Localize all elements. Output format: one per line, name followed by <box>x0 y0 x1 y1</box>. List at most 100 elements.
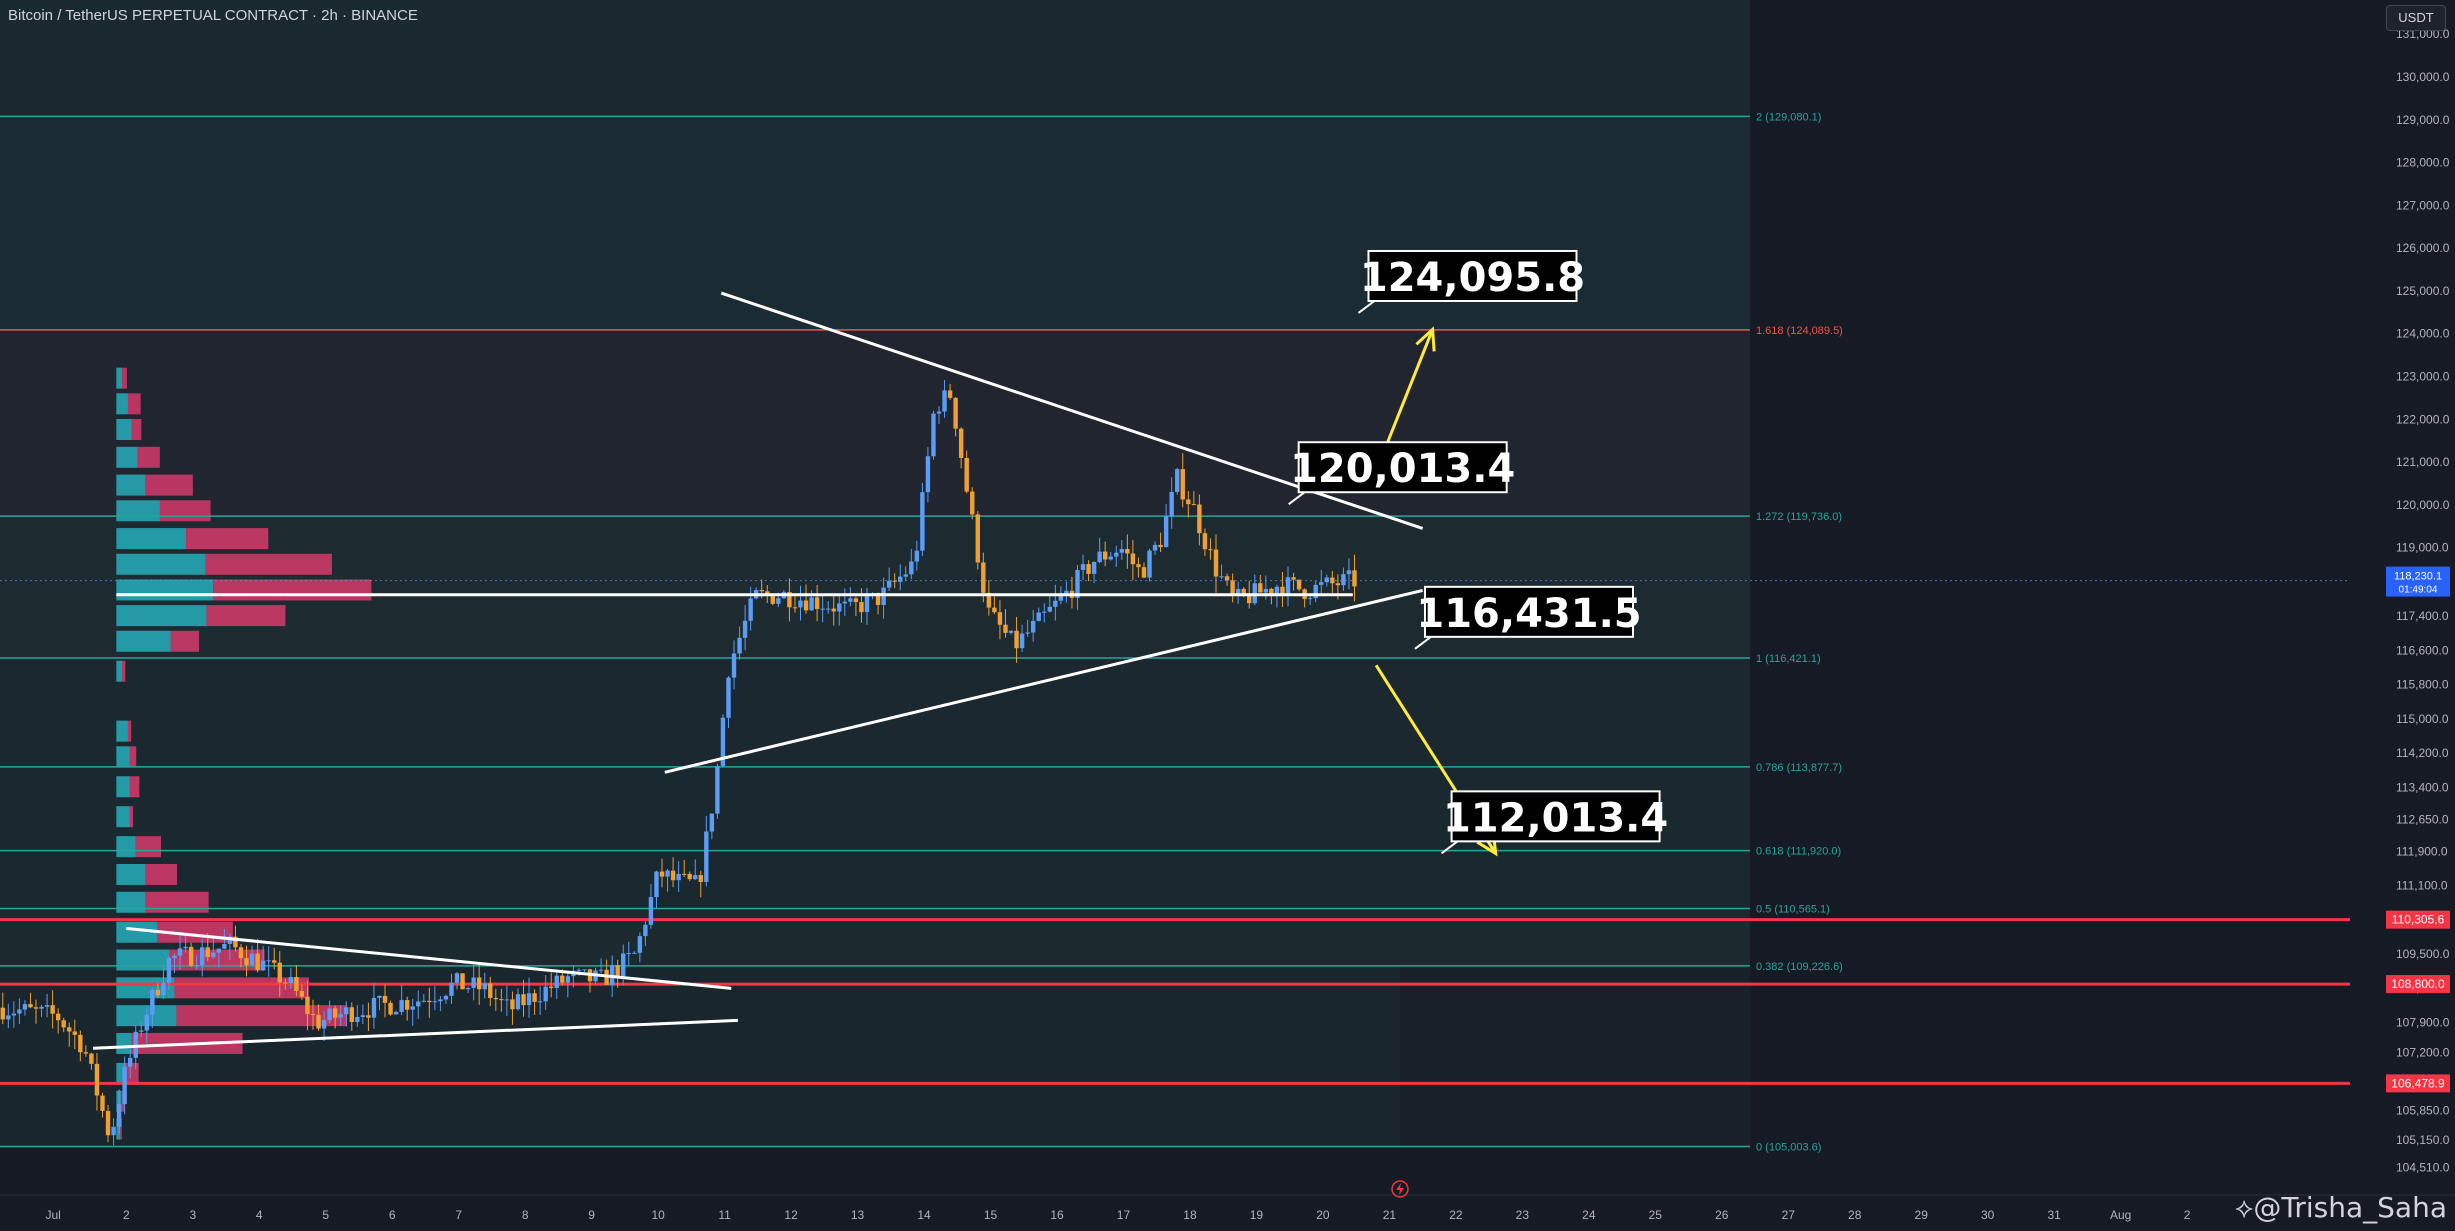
y-tick-label: 116,600.0 <box>2396 643 2449 657</box>
projection-arrows[interactable]: 124,095.8 120,013.4 116,431.5 112,013.4 <box>1288 249 1669 857</box>
trendlines[interactable] <box>93 291 1424 1050</box>
candle-body <box>698 875 703 882</box>
candle <box>277 950 282 997</box>
candle-body <box>898 576 903 582</box>
trendline[interactable] <box>126 926 732 990</box>
candle-body <box>283 982 288 984</box>
candle <box>421 994 426 1003</box>
candle-body <box>1197 504 1202 534</box>
candle <box>798 585 803 621</box>
volume-profile-bar-up <box>116 605 207 627</box>
candle <box>1108 551 1113 561</box>
price-callout[interactable]: 124,095.8 <box>1357 249 1585 314</box>
candle-body <box>975 514 980 563</box>
price-tag-text: 110,305.6 <box>2392 913 2445 927</box>
candle <box>382 984 388 1018</box>
candle-body <box>366 1015 371 1018</box>
candle-body <box>637 936 643 953</box>
price-callout[interactable]: 116,431.5 <box>1414 585 1642 650</box>
candle-body <box>1330 577 1335 584</box>
candle <box>953 397 958 437</box>
candle-body <box>837 603 842 612</box>
candle-body <box>22 1004 28 1010</box>
candle <box>249 945 255 966</box>
candle-body <box>643 924 648 937</box>
candle <box>1147 548 1152 582</box>
fib-zone-top <box>0 0 1750 117</box>
tradingview-logo-icon: ⟡ <box>2234 1191 2254 1224</box>
volume-profile-bar-up <box>116 500 160 522</box>
volume-profile-bar-down <box>145 891 209 913</box>
candle-body <box>11 1013 17 1016</box>
volume-profile-bar-up <box>116 446 138 468</box>
x-tick-label: Jul <box>46 1208 61 1222</box>
candle-body <box>1241 588 1246 595</box>
candle-body <box>925 456 931 493</box>
candle-body <box>272 960 277 963</box>
candle <box>565 972 571 998</box>
time-axis[interactable]: Jul 2 3 4 5 6 7 8 9 10 11 12 13 14 15 16 17 18 19 20 21 22 23 2… <box>0 1194 2455 1222</box>
trendline[interactable] <box>93 1018 738 1050</box>
candle <box>443 994 449 1004</box>
volume-profile-bar-up <box>116 393 128 415</box>
candle-body <box>67 1027 72 1032</box>
candle <box>665 868 670 892</box>
candle <box>460 973 465 990</box>
candle <box>172 953 177 973</box>
price-callout[interactable]: 120,013.4 <box>1288 441 1516 506</box>
candle-body <box>1296 579 1302 590</box>
candle-body <box>200 947 205 966</box>
price-axis[interactable]: 131,000.0130,000.0129,000.0128,000.0127,… <box>2350 0 2455 1231</box>
x-tick-label: 26 <box>1715 1208 1729 1222</box>
candle-body <box>654 871 659 898</box>
candle <box>1003 609 1008 638</box>
fib-level-label: 1 (116,421.1) <box>1756 653 1821 665</box>
candle-body <box>410 1006 415 1010</box>
y-tick-label: 125,000.0 <box>2396 284 2450 298</box>
candle-body <box>72 1031 77 1035</box>
alert-icon[interactable] <box>1391 1180 1409 1198</box>
candle-body <box>1186 499 1191 505</box>
candle-body <box>681 873 687 875</box>
volume-profile-bar-down <box>205 553 332 575</box>
candle-body <box>28 1004 33 1008</box>
fib-level-label: 0.618 (111,920.0) <box>1756 846 1841 858</box>
x-tick-label: 17 <box>1117 1208 1131 1222</box>
x-tick-label: 13 <box>851 1208 865 1222</box>
volume-profile-bar-down <box>176 1005 348 1027</box>
candle <box>299 984 305 1000</box>
candle <box>260 946 266 971</box>
price-callout[interactable]: 112,013.4 <box>1440 790 1669 855</box>
candle-body <box>1163 516 1169 548</box>
candle <box>476 963 482 1005</box>
callout-text: 120,013.4 <box>1290 446 1515 492</box>
candle <box>139 1020 144 1038</box>
projection-arrow-head[interactable] <box>1415 326 1436 352</box>
candle <box>820 594 825 623</box>
trendline[interactable] <box>664 588 1423 774</box>
candle <box>305 980 310 1031</box>
candle-body <box>116 1104 122 1127</box>
candle-body <box>997 612 1003 625</box>
last-price-tag[interactable]: 118,230.1 01:49:04 <box>2386 566 2450 597</box>
candle <box>61 1017 66 1033</box>
candle <box>853 593 859 617</box>
volume-profile-bar-up <box>116 528 187 550</box>
candle-body <box>266 960 271 962</box>
candle-body <box>1285 577 1291 596</box>
candle <box>814 585 820 622</box>
candle-body <box>1097 551 1102 562</box>
candle-body <box>765 591 770 595</box>
candle-body <box>970 491 975 515</box>
candle <box>272 947 277 970</box>
candle <box>50 990 55 1029</box>
candle <box>742 605 748 651</box>
candle <box>1258 574 1263 593</box>
candle <box>244 945 249 977</box>
candle-body <box>560 975 565 983</box>
candle <box>144 1008 150 1044</box>
currency-button[interactable]: USDT <box>2386 5 2446 31</box>
candle <box>94 1053 100 1111</box>
candle <box>393 1010 399 1015</box>
